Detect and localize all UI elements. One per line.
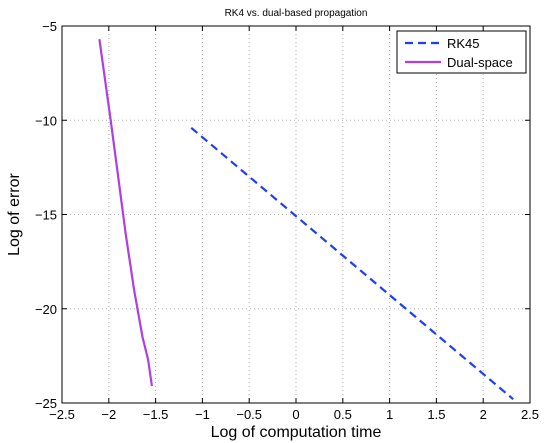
- y-tick-label: −25: [35, 396, 57, 411]
- x-tick-label: −2.5: [49, 407, 75, 422]
- x-tick-label: 0.5: [334, 407, 352, 422]
- x-tick-label: 2.5: [521, 407, 539, 422]
- x-tick-label: −0.5: [236, 407, 262, 422]
- y-tick-label: −10: [35, 113, 57, 128]
- x-tick-label: −2: [101, 407, 116, 422]
- y-tick-label: −20: [35, 302, 57, 317]
- x-tick-label: −1.5: [143, 407, 169, 422]
- legend-label: Dual-space: [447, 55, 513, 70]
- chart-title: RK4 vs. dual-based propagation: [225, 8, 368, 19]
- x-tick-label: 1.5: [427, 407, 445, 422]
- series-line-dual-space: [98, 39, 153, 387]
- x-axis-label: Log of computation time: [211, 424, 382, 441]
- axis-ticks: −2.5 −2 −1.5 −1 −0.5 0 0.5 1 1.5 2 2.5 −25 −20 −15 −10…: [35, 19, 539, 422]
- y-tick-label: −15: [35, 208, 57, 223]
- x-tick-label: 0: [292, 407, 299, 422]
- legend: RK45 Dual-space: [396, 30, 527, 74]
- y-tick-label: −5: [42, 19, 57, 34]
- series-line-rk45: [190, 126, 514, 401]
- x-tick-label: 1: [386, 407, 393, 422]
- legend-box: [396, 30, 527, 74]
- grid: [62, 26, 530, 403]
- x-tick-label: 2: [480, 407, 487, 422]
- legend-label: RK45: [447, 36, 480, 51]
- series-lines: [98, 39, 514, 401]
- x-tick-label: −1: [195, 407, 210, 422]
- y-axis-label: Log of error: [6, 172, 23, 255]
